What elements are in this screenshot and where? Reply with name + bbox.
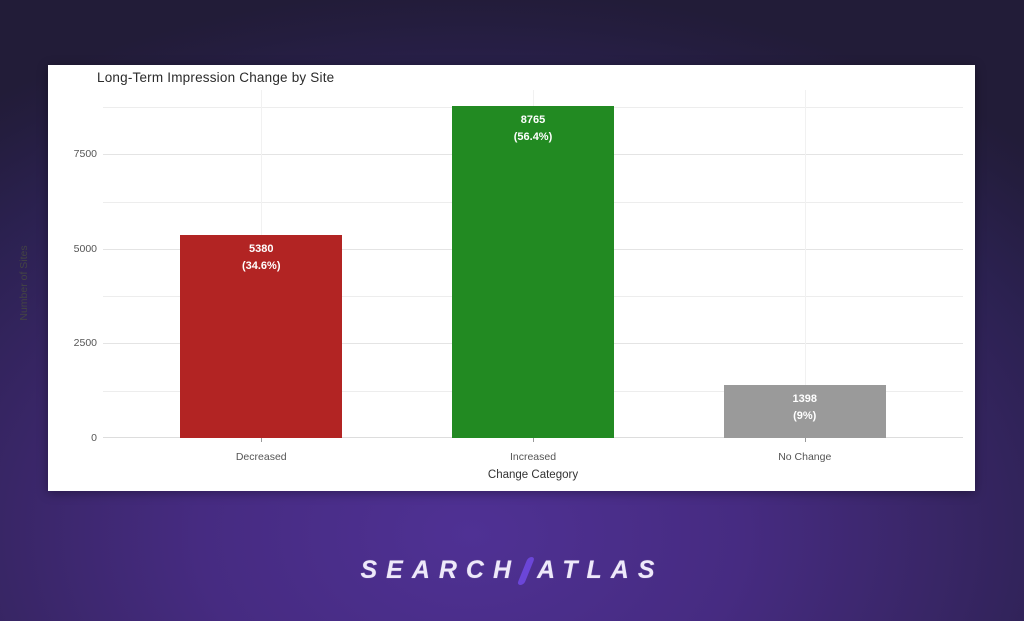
gridline-x-no-change bbox=[804, 90, 806, 438]
bar-increased: 8765 (56.4%) bbox=[452, 106, 614, 438]
search-atlas-logo: SEARCH ATLAS bbox=[360, 556, 663, 585]
plot-area: 0 2500 5000 7500 Decreased 5380 (34.6%) Increas… bbox=[74, 90, 963, 463]
bar-percent-decreased: (34.6%) bbox=[241, 259, 281, 272]
bar-percent-no-change: (9%) bbox=[793, 410, 817, 423]
ytick-label-7500: 7500 bbox=[73, 148, 97, 161]
bar-value-increased: 8765 bbox=[520, 114, 546, 127]
ytick-label-5000: 5000 bbox=[73, 242, 97, 255]
chart-panel: Long-Term Impression Change by Site Numb… bbox=[18, 65, 975, 491]
logo-text-atlas: ATLAS bbox=[537, 556, 664, 584]
ytick-label-2500: 2500 bbox=[73, 337, 97, 350]
xtick-label-no-change: No Change bbox=[778, 451, 832, 463]
ytick-label-0: 0 bbox=[91, 432, 97, 444]
xtick-mark-decreased bbox=[261, 438, 263, 442]
bar-no-change: 1398 (9%) bbox=[723, 385, 886, 438]
xtick-mark-no-change bbox=[804, 438, 806, 442]
bar-decreased: 5380 (34.6%) bbox=[180, 234, 343, 438]
xtick-label-decreased: Decreased bbox=[235, 451, 287, 463]
xtick-label-increased: Increased bbox=[509, 451, 557, 463]
chart-title: Long-Term Impression Change by Site bbox=[97, 70, 335, 85]
xtick-mark-increased bbox=[533, 438, 534, 442]
logo-text-search: SEARCH bbox=[360, 556, 521, 584]
x-axis-title: Change Category bbox=[487, 469, 579, 481]
y-axis-title: Number of Sites bbox=[18, 245, 30, 321]
bar-percent-increased: (56.4%) bbox=[513, 131, 553, 144]
bar-value-no-change: 1398 bbox=[792, 393, 817, 406]
bar-value-decreased: 5380 bbox=[248, 242, 274, 255]
